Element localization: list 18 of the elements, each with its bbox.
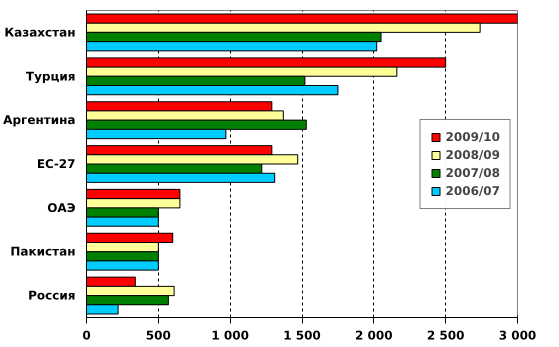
legend-label: 2008/09 [446,148,500,162]
x-tick-label: 1 500 [283,328,321,342]
x-tick-label: 2 000 [355,328,393,342]
y-tick-label: ЕС-27 [36,157,76,171]
y-tick-label: Турция [26,69,76,84]
x-tick-label: 2 500 [426,328,464,342]
y-tick-label: Аргентина [3,113,76,128]
legend-label: 2006/07 [446,184,500,198]
legend-label: 2009/10 [446,130,500,144]
y-tick-label: Пакистан [10,244,76,259]
x-tick-label: 500 [146,328,171,342]
legend-label: 2007/08 [446,166,500,180]
y-tick-label: Россия [28,288,76,303]
y-tick-label: ОАЭ [47,200,76,215]
x-tick-label: 3 000 [498,328,536,342]
x-tick-label: 1 000 [211,328,249,342]
x-tick-label: 0 [82,328,91,342]
y-tick-label: Казахстан [4,25,76,40]
